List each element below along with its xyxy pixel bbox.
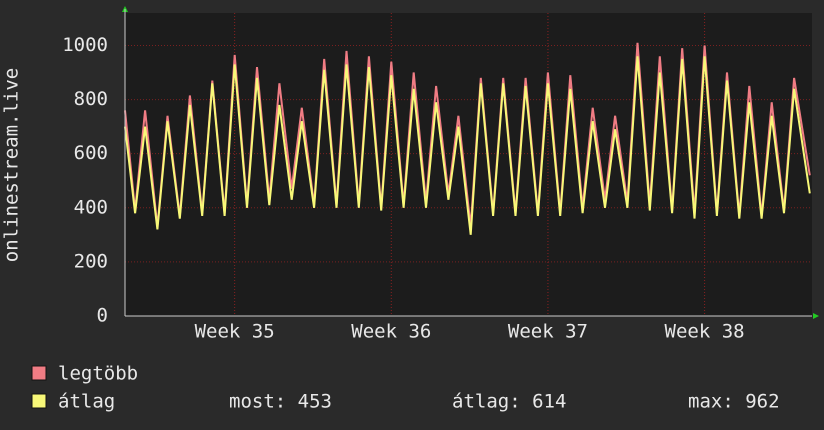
series-line [124,56,811,235]
y-tick-label: 600 [74,142,108,164]
y-tick-label: 1000 [62,34,108,56]
legend-label: átlag [58,391,115,413]
y-tick-label: 800 [74,88,108,110]
y-tick-label: 400 [74,196,108,218]
axis-arrow [813,313,819,319]
x-tick-label: Week 38 [665,321,745,343]
y-axis-label: onlinestream.live [1,68,23,262]
x-tick-label: Week 35 [195,321,275,343]
y-tick-label: 0 [97,305,108,327]
y-tick-label: 200 [74,250,108,272]
stat-max: max: 962 [688,391,780,413]
legend-swatch [31,393,47,409]
legend-swatch [31,365,47,381]
stat-avg: átlag: 614 [452,391,566,413]
x-tick-label: Week 36 [351,321,431,343]
stat-most: most: 453 [229,391,332,413]
x-tick-label: Week 37 [508,321,588,343]
legend-label: legtöbb [58,363,138,385]
